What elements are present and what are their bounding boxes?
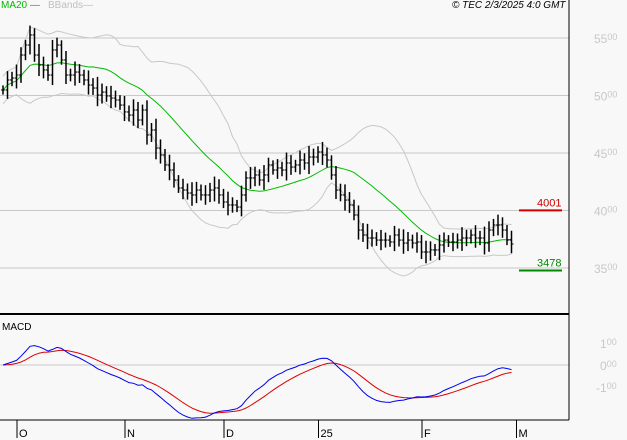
x-tick-label: N (127, 428, 135, 440)
ma20-line (2, 62, 512, 244)
y-tick-label: 3500 (594, 262, 617, 276)
x-tick-label: O (19, 428, 28, 440)
copyright: © TEC 2/3/2025 4:0 GMT (452, 0, 566, 11)
macd-tick-label: -100 (596, 381, 617, 395)
bollinger-upper (2, 26, 512, 230)
x-tick-label: F (424, 428, 431, 440)
macd-tick-label: 000 (600, 359, 617, 373)
macd-signal-line (2, 349, 512, 414)
legend-ma20: MA20 — (1, 0, 40, 11)
y-tick-label: 4500 (594, 147, 617, 161)
support-label: 3478 (537, 258, 561, 270)
y-tick-label: 4000 (594, 205, 617, 219)
y-tick-label: 5000 (594, 90, 617, 104)
x-tick-label: 25 (321, 428, 333, 440)
y-tick-label: 5500 (594, 32, 617, 46)
macd-line (2, 345, 512, 419)
x-tick-label: D (226, 428, 234, 440)
bollinger-lower (2, 92, 512, 277)
macd-tick-label: 100 (600, 337, 617, 351)
resistance-label: 4001 (537, 197, 561, 209)
legend-bbands: BBands— (48, 0, 94, 11)
macd-label: MACD (2, 322, 32, 333)
x-tick-label: M (519, 428, 528, 440)
